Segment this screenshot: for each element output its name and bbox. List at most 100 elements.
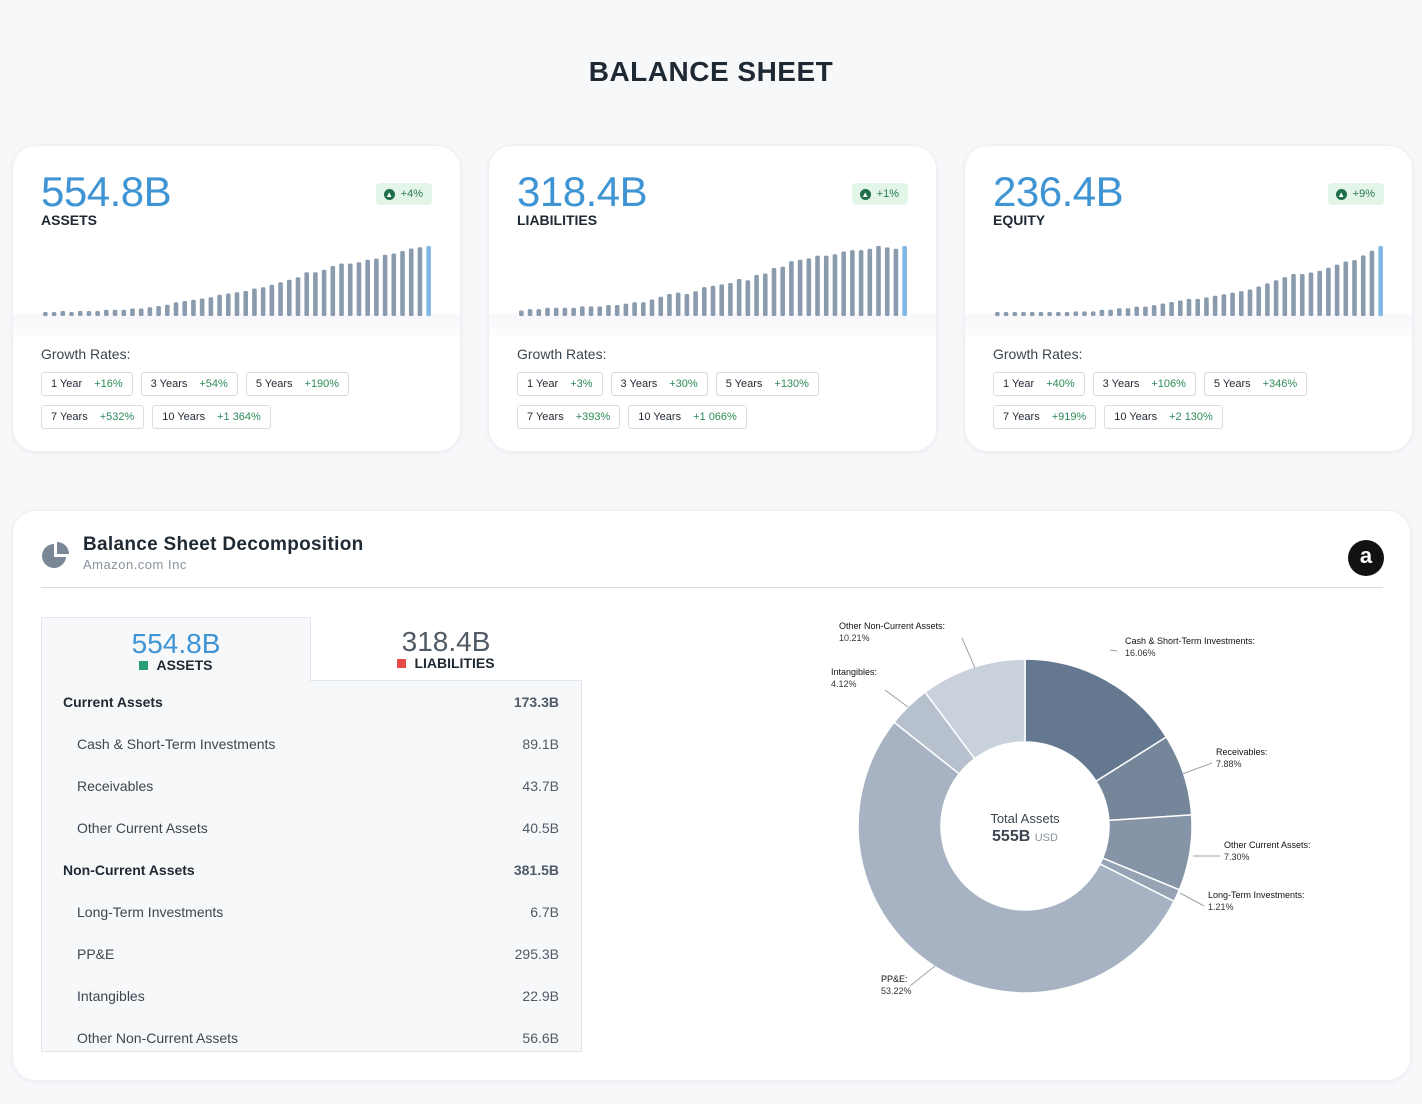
history-bar-chart bbox=[995, 246, 1383, 316]
history-bar bbox=[339, 263, 344, 316]
history-bar bbox=[77, 311, 83, 316]
growth-chip[interactable]: 3 Years +106% bbox=[1092, 372, 1196, 396]
callout-line bbox=[884, 689, 909, 708]
history-bar bbox=[1073, 311, 1079, 316]
history-bar bbox=[771, 267, 777, 316]
history-bar bbox=[684, 294, 690, 316]
history-bar bbox=[1143, 306, 1148, 316]
row-value: 6.7B bbox=[530, 904, 559, 920]
slice-percent: 10.21% bbox=[839, 633, 870, 643]
history-bar bbox=[1012, 312, 1018, 316]
history-bar bbox=[658, 296, 664, 316]
history-bar bbox=[1230, 292, 1235, 316]
growth-chip[interactable]: 1 Year +16% bbox=[41, 372, 133, 396]
donut-slice[interactable] bbox=[924, 658, 1026, 760]
history-bar bbox=[417, 247, 423, 316]
growth-chip[interactable]: 5 Years +190% bbox=[245, 372, 350, 396]
growth-chip[interactable]: 3 Years +30% bbox=[610, 372, 708, 396]
growth-value: +346% bbox=[1262, 378, 1298, 390]
growth-chip[interactable]: 5 Years +130% bbox=[715, 372, 819, 396]
history-bar bbox=[382, 254, 388, 316]
history-bar bbox=[374, 258, 379, 316]
growth-chip[interactable]: 5 Years +346% bbox=[1203, 372, 1308, 396]
history-bar bbox=[225, 293, 231, 316]
growth-period: 10 Years bbox=[1114, 411, 1158, 423]
history-bar bbox=[1021, 312, 1026, 316]
growth-chip[interactable]: 3 Years +54% bbox=[140, 372, 238, 396]
history-bar bbox=[147, 307, 153, 316]
tab-assets[interactable]: 554.8B ASSETS bbox=[41, 617, 311, 681]
growth-rates-title: Growth Rates: bbox=[993, 346, 1083, 362]
pie-chart-icon bbox=[42, 542, 69, 568]
row-name: Other Non-Current Assets bbox=[77, 1030, 239, 1046]
history-bar bbox=[797, 259, 803, 316]
growth-chip[interactable]: 1 Year +3% bbox=[517, 372, 603, 396]
growth-chip[interactable]: 7 Years +532% bbox=[41, 405, 145, 429]
change-value: +9% bbox=[1352, 188, 1375, 200]
history-bar bbox=[728, 283, 733, 316]
history-bar bbox=[1265, 283, 1270, 316]
equity-card: 236.4B EQUITY ▲ +9% Growth Rates: 1 Year +… bbox=[964, 145, 1413, 452]
history-bar bbox=[606, 305, 611, 316]
tab-liabilities[interactable]: 318.4B LIABILITIES bbox=[311, 617, 581, 681]
growth-value: +130% bbox=[774, 378, 809, 390]
history-bar bbox=[286, 279, 292, 316]
history-bar bbox=[1238, 291, 1244, 316]
tab-value: 554.8B bbox=[131, 628, 221, 659]
change-value: +1% bbox=[876, 188, 899, 200]
history-bar bbox=[536, 309, 542, 316]
history-bar bbox=[1029, 312, 1035, 316]
growth-period: 3 Years bbox=[150, 378, 188, 390]
callout-line bbox=[961, 637, 976, 669]
history-bar bbox=[527, 309, 533, 316]
card-label: EQUITY bbox=[993, 212, 1046, 228]
history-bar bbox=[823, 255, 829, 316]
history-bar bbox=[1038, 312, 1044, 316]
history-bar bbox=[1378, 246, 1383, 316]
history-bar bbox=[1291, 274, 1296, 316]
legend-square bbox=[397, 658, 407, 668]
growth-chip[interactable]: 7 Years +393% bbox=[517, 405, 621, 429]
liabilities-card: 318.4B LIABILITIES ▲ +1% Growth Rates: 1 … bbox=[488, 145, 937, 452]
history-bar bbox=[112, 309, 118, 316]
history-bar bbox=[1151, 305, 1157, 316]
table-row: Other Current Assets 40.5B bbox=[42, 807, 581, 849]
history-bar bbox=[1177, 300, 1183, 316]
row-name: Non-Current Assets bbox=[63, 862, 195, 878]
growth-value: +393% bbox=[575, 411, 611, 423]
history-bar bbox=[1212, 295, 1218, 316]
history-bar bbox=[762, 273, 768, 316]
slice-name: Intangibles: bbox=[831, 667, 878, 677]
growth-value: +54% bbox=[199, 378, 228, 390]
growth-chip[interactable]: 10 Years +1 364% bbox=[152, 405, 271, 429]
slice-name: Receivables: bbox=[1216, 747, 1268, 757]
history-bar bbox=[156, 306, 161, 316]
card-value: 318.4B bbox=[517, 168, 648, 215]
donut-slice[interactable] bbox=[857, 721, 1176, 994]
history-bar bbox=[1326, 267, 1331, 316]
growth-chip[interactable]: 10 Years +1 066% bbox=[628, 405, 747, 429]
growth-chip[interactable]: 7 Years +919% bbox=[993, 405, 1097, 429]
row-value: 381.5B bbox=[513, 862, 559, 878]
history-bar bbox=[1125, 308, 1131, 316]
callout-line bbox=[909, 965, 936, 987]
arrow-up-icon: ▲ bbox=[859, 188, 871, 200]
arrow-up-icon: ▲ bbox=[1335, 188, 1347, 200]
growth-chip[interactable]: 10 Years +2 130% bbox=[1104, 405, 1223, 429]
row-value: 173.3B bbox=[513, 694, 559, 710]
history-bar bbox=[243, 291, 249, 316]
history-bar bbox=[736, 278, 742, 316]
history-bar bbox=[719, 284, 725, 316]
center-value: 555B bbox=[992, 828, 1031, 845]
history-bar bbox=[850, 250, 855, 316]
history-bar bbox=[519, 310, 524, 316]
history-bar bbox=[51, 312, 57, 316]
history-bar bbox=[649, 299, 655, 316]
growth-period: 7 Years bbox=[1003, 411, 1040, 423]
history-bar bbox=[902, 246, 907, 316]
history-bar bbox=[553, 307, 559, 316]
growth-chip[interactable]: 1 Year +40% bbox=[993, 372, 1085, 396]
slice-percent: 16.06% bbox=[1125, 648, 1156, 658]
history-bar bbox=[408, 248, 414, 316]
history-bar bbox=[597, 306, 603, 316]
